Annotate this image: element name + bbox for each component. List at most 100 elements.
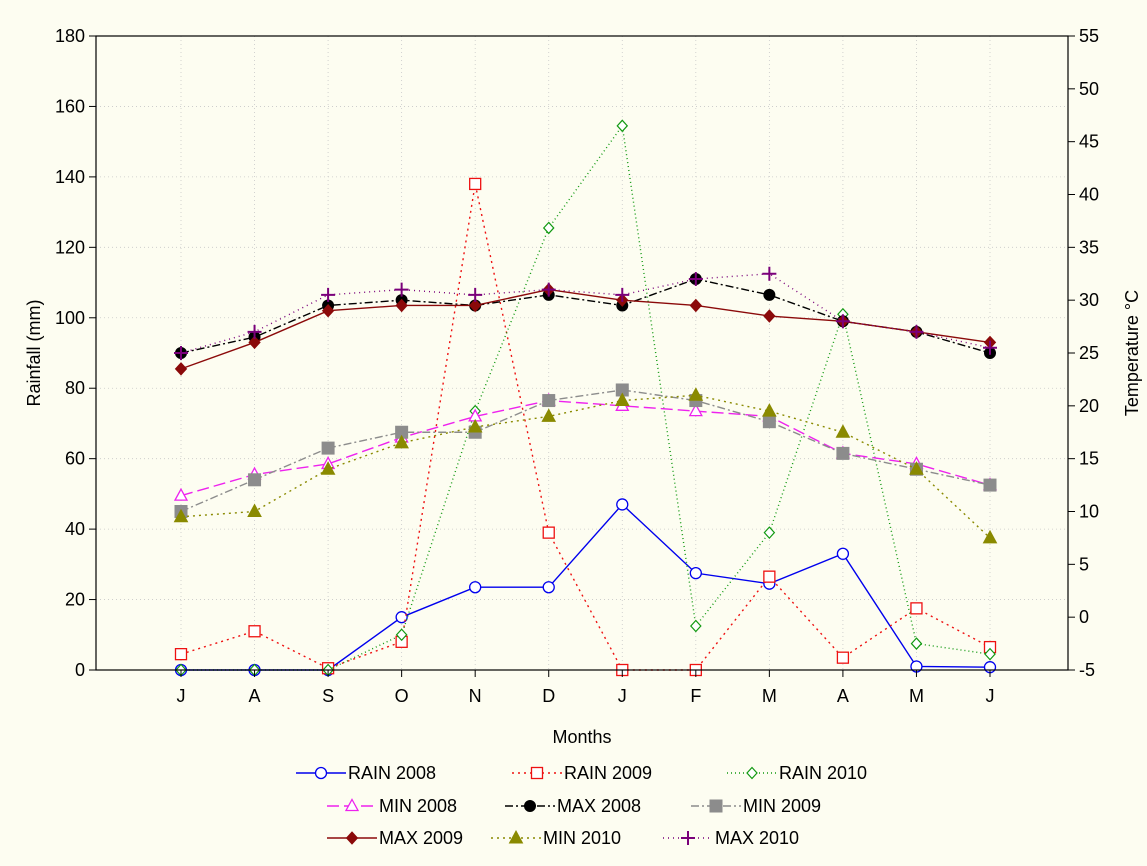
data-point [469,177,482,191]
data-point [394,282,409,297]
left-axis: 0 20 40 60 80 100 120 140 160 180 [55,26,96,680]
legend-swatch-marker [524,800,536,812]
left-tick-label: 180 [55,26,85,46]
data-point [836,547,850,560]
legend-label: MIN 2009 [743,796,821,816]
legend-swatch-marker [344,798,360,812]
data-point [762,266,777,281]
legend-item: MAX 2008 [505,796,641,816]
left-tick-label: 60 [65,449,85,469]
x-tick-label: O [395,686,409,706]
right-tick-label: 45 [1079,132,1099,152]
data-point [174,648,188,661]
data-point [542,394,556,408]
data-point [836,651,850,664]
data-point [616,119,629,133]
data-point [983,340,997,355]
data-point [688,272,703,287]
legend-label: RAIN 2008 [348,763,436,783]
right-tick-label: 0 [1079,607,1089,627]
legend-item: MIN 2008 [327,796,457,816]
x-tick-label: A [837,686,849,706]
legend-label: MAX 2010 [715,828,799,848]
left-tick-label: 0 [75,660,85,680]
data-point [689,566,702,580]
data-point [542,221,555,235]
series-line [180,183,991,671]
legend-label: MIN 2010 [543,828,621,848]
data-point [909,461,924,475]
data-point [467,418,483,433]
data-point [910,602,923,615]
data-point [468,287,483,302]
data-point [248,335,261,350]
data-point [910,637,923,650]
legend-swatch-marker [314,766,328,780]
right-axis: -5 0 5 10 15 20 25 30 35 40 45 50 55 [1068,26,1099,680]
data-point [174,362,188,376]
data-point [321,303,335,318]
data-point [763,288,776,301]
data-point [616,498,629,511]
data-point [763,570,776,583]
series-rain-2009 [174,177,997,677]
right-tick-label: 40 [1079,185,1099,205]
data-point [689,298,702,313]
data-point [762,415,776,429]
series-line [180,399,991,497]
series-rain-2010 [175,119,996,677]
data-point [321,441,335,455]
data-point [321,287,336,302]
data-point [909,324,924,339]
data-point [174,346,188,360]
data-point [763,309,776,323]
series-line [180,273,991,354]
data-point [762,403,777,417]
y2-axis-title: Temperature °C [1122,290,1142,416]
right-tick-label: 35 [1079,237,1099,257]
plot-frame [95,35,1069,671]
data-point [982,529,998,544]
legend-item: RAIN 2009 [512,763,652,783]
data-point [835,424,851,438]
series-rain-2008 [174,498,997,677]
right-tick-label: 30 [1079,290,1099,310]
left-tick-label: 20 [65,590,85,610]
data-point [541,282,556,297]
right-tick-label: 25 [1079,343,1099,363]
legend-item: MAX 2010 [663,828,799,848]
right-tick-label: 15 [1079,449,1099,469]
data-point [836,446,850,460]
series-line [180,288,991,370]
legend-swatch-marker [709,799,723,813]
legend-item: MIN 2010 [491,828,621,848]
x-tick-label: M [909,686,924,706]
right-tick-label: 55 [1079,26,1099,46]
series-line [180,389,991,513]
legend: RAIN 2008 RAIN 2009 RAIN 2010 MIN 2008 MAX 2… [296,763,867,848]
data-point [541,408,557,422]
legend-item: RAIN 2008 [296,763,436,783]
x-tick-label: A [249,686,261,706]
grid [96,35,1068,671]
data-point [173,487,189,501]
legend-swatch-marker [345,831,359,845]
data-point [983,478,997,492]
data-point [614,392,630,407]
left-tick-label: 80 [65,378,85,398]
right-tick-label: 20 [1079,396,1099,416]
x-tick-label: J [618,686,627,706]
x-tick-label: J [177,686,186,706]
legend-swatch-marker [508,829,524,844]
data-point [395,298,408,313]
data-point [688,387,704,401]
data-point [542,581,555,594]
left-tick-label: 40 [65,519,85,539]
legend-item: RAIN 2010 [727,763,867,783]
data-point [394,434,409,449]
series-line [180,394,991,539]
series-line [180,278,991,354]
legend-item: MIN 2009 [691,796,821,816]
